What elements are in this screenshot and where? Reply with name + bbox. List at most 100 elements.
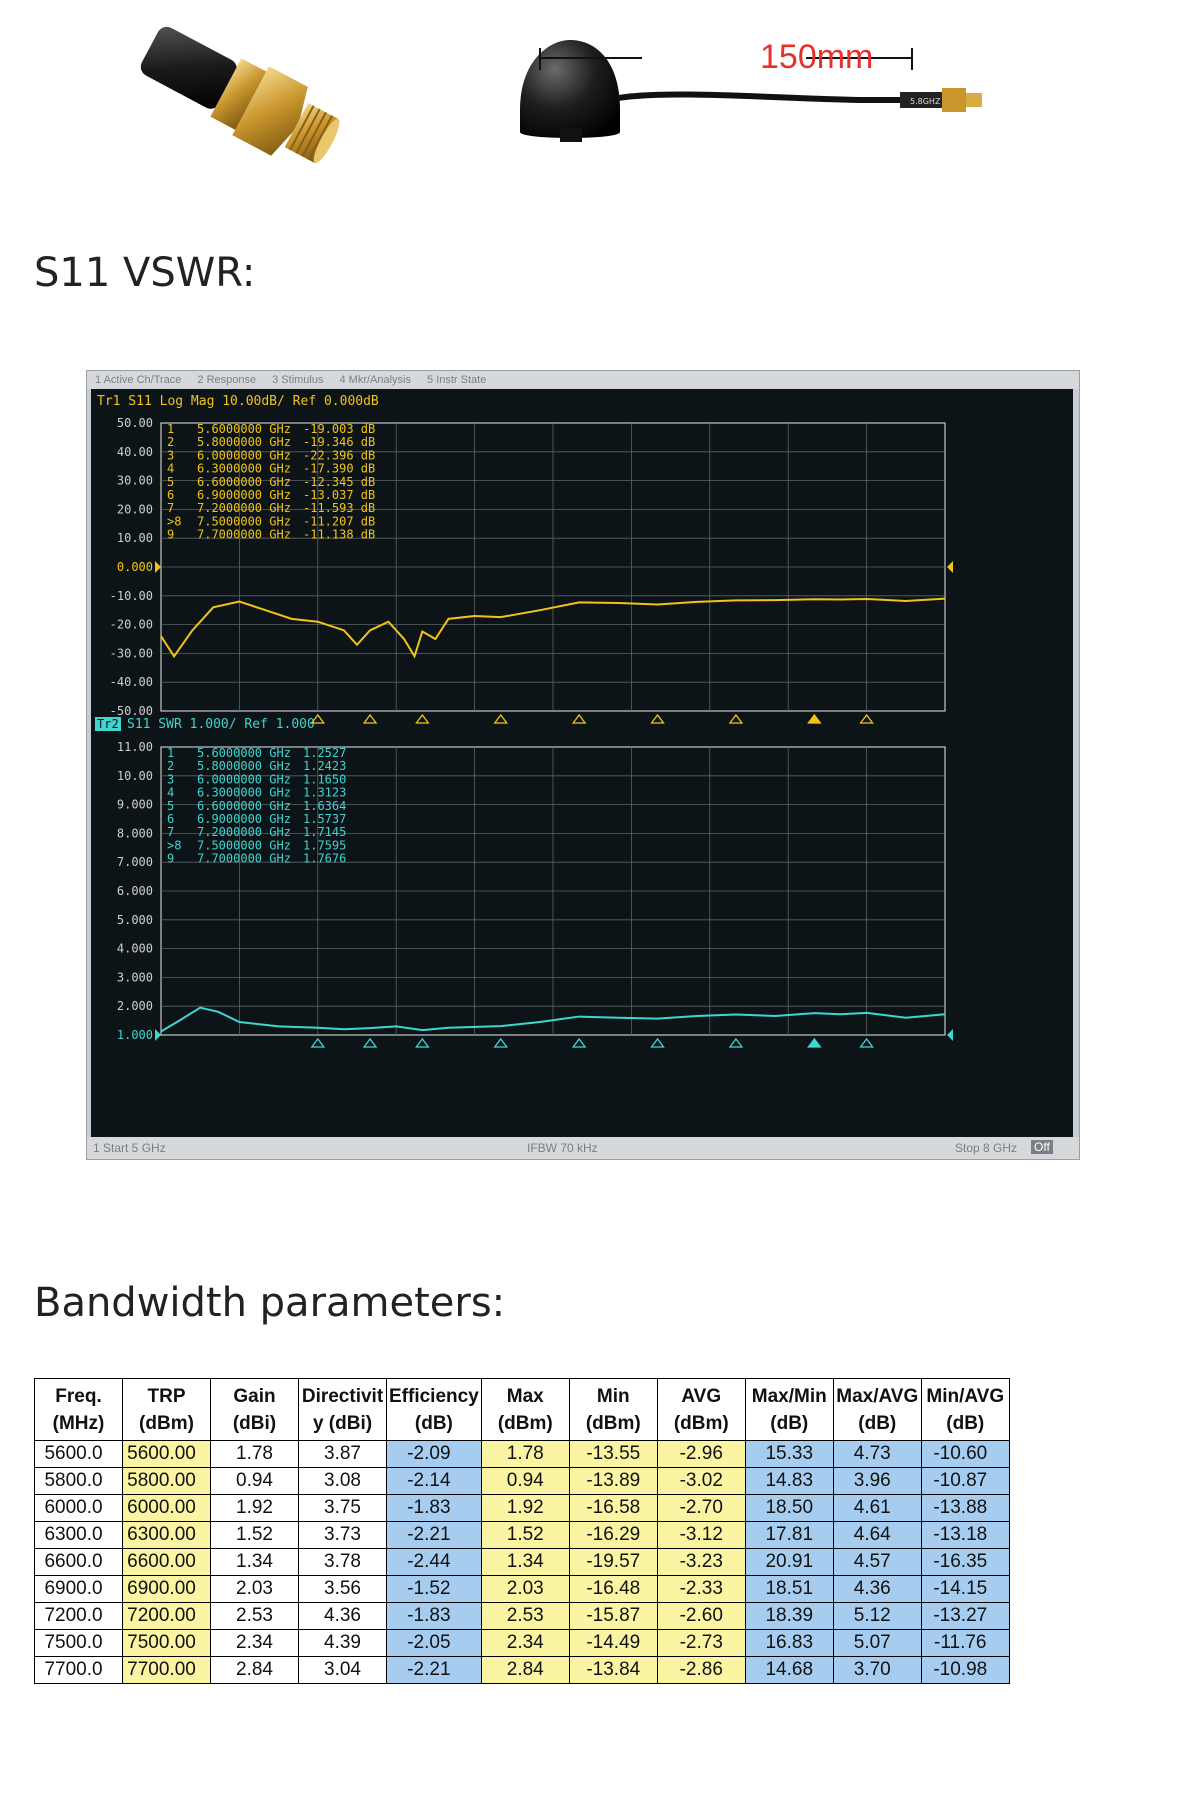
table-cell: 4.36 (298, 1602, 387, 1630)
status-off: Off (1031, 1140, 1053, 1154)
table-header-line: (dB) (770, 1412, 809, 1434)
table-cell: -2.14 (386, 1467, 482, 1495)
table-header-cell: Gain (dBi) (210, 1378, 299, 1441)
table-cell: 2.34 (480, 1629, 570, 1657)
status-stop: Stop 8 GHz (955, 1141, 1018, 1155)
table-cell: 5800.0 (34, 1467, 123, 1495)
table-row: 7200.0 7200.00 2.53 4.36 -1.83 2.53 -15.87 -2.6… (34, 1602, 1010, 1630)
table-cell: -2.96 (656, 1440, 746, 1468)
table-header-line: y (dBi) (312, 1412, 373, 1434)
marker1-value: -17.390 dB (303, 462, 375, 476)
table-header-cell: Directivit y (dBi) (298, 1378, 387, 1441)
table-cell: 5.12 (832, 1602, 922, 1630)
marker1-value: -12.345 dB (303, 475, 375, 489)
table-cell: 2.03 (210, 1575, 299, 1603)
marker1-triangle (310, 713, 326, 724)
table-cell: 5600.00 (122, 1440, 211, 1468)
table-cell: -10.60 (920, 1440, 1010, 1468)
table-header-line: (MHz) (52, 1412, 105, 1434)
table-cell: 2.53 (480, 1602, 570, 1630)
marker2-freq: 6.9000000 GHz (197, 812, 291, 826)
y1-tick-label: 50.00 (117, 416, 153, 430)
y1-tick-label: -50.00 (110, 704, 153, 718)
marker1-value: -11.593 dB (303, 501, 375, 515)
vna-screenshot: 1 Active Ch/Trace 2 Response 3 Stimulus 4 M… (86, 370, 1080, 1160)
table-cell: 1.78 (210, 1440, 299, 1468)
marker1-number: >8 (167, 514, 181, 528)
table-cell: -3.02 (656, 1467, 746, 1495)
y2-tick-label: 9.000 (117, 798, 153, 812)
table-cell: 3.75 (298, 1494, 387, 1522)
table-cell: 4.39 (298, 1629, 387, 1657)
table-header-line: (dB) (858, 1412, 897, 1434)
table-cell: -14.49 (568, 1629, 658, 1657)
vna-menu-item: 3 Stimulus (272, 374, 324, 386)
table-header-line: (dBm) (497, 1412, 553, 1434)
y1-tick-label: 10.00 (117, 531, 153, 545)
table-header-line: Max (506, 1385, 544, 1407)
table-cell: -16.35 (920, 1548, 1010, 1576)
marker1-triangle (859, 713, 874, 724)
table-cell: -3.23 (656, 1548, 746, 1576)
table-header-cell: Freq. (MHz) (34, 1378, 123, 1441)
marker2-number: 5 (167, 799, 174, 813)
table-header-cell: Min (dBm) (568, 1378, 658, 1441)
mushroom-antenna-image: 5.8GHZ (520, 40, 982, 142)
table-cell: 3.73 (298, 1521, 387, 1549)
table-header-line: (dB) (414, 1412, 453, 1434)
table-header-line: Efficiency (389, 1385, 479, 1407)
table-header-line: Min/AVG (926, 1385, 1005, 1407)
table-cell: -13.89 (568, 1467, 658, 1495)
marker2-number: 3 (167, 772, 174, 786)
table-cell: 1.78 (480, 1440, 570, 1468)
table-cell: -13.18 (920, 1521, 1010, 1549)
table-header-cell: AVG (dBm) (656, 1378, 746, 1441)
table-row: 7500.0 7500.00 2.34 4.39 -2.05 2.34 -14.49 -2.7… (34, 1629, 1010, 1657)
marker2-value: 1.6364 (303, 799, 346, 813)
table-cell: 5.07 (832, 1629, 922, 1657)
bandwidth-table: Freq. (MHz) TRP (dBm) Gain (dBi) Directivit y (… (34, 1378, 1010, 1684)
table-cell: 1.34 (210, 1548, 299, 1576)
vna-display: Tr1 S11 Log Mag 10.00dB/ Ref 0.000dB50.0… (91, 389, 1073, 1137)
y1-tick-label: -20.00 (110, 618, 153, 632)
table-cell: 6900.00 (122, 1575, 211, 1603)
ref-marker-left (155, 561, 161, 573)
table-cell: -1.52 (386, 1575, 482, 1603)
marker2-number: 6 (167, 812, 174, 826)
table-cell: 5800.00 (122, 1467, 211, 1495)
table-cell: -2.70 (656, 1494, 746, 1522)
table-cell: -2.33 (656, 1575, 746, 1603)
y2-tick-label: 5.000 (117, 913, 153, 927)
y1-tick-label: 40.00 (117, 445, 153, 459)
marker2-value: 1.2423 (303, 759, 346, 773)
table-cell: 5600.0 (34, 1440, 123, 1468)
marker1-number: 6 (167, 488, 174, 502)
table-cell: 4.61 (832, 1494, 922, 1522)
table-header-line: Freq. (55, 1385, 102, 1407)
marker1-value: -19.346 dB (303, 435, 375, 449)
table-header-row: Freq. (MHz) TRP (dBm) Gain (dBi) Directivit y (… (34, 1378, 1010, 1441)
table-row: 6300.0 6300.00 1.52 3.73 -2.21 1.52 -16.29 -3.1… (34, 1521, 1010, 1549)
table-cell: -10.87 (920, 1467, 1010, 1495)
marker1-freq: 7.5000000 GHz (197, 514, 291, 528)
marker1-number: 4 (167, 462, 174, 476)
table-body: 5600.0 5600.00 1.78 3.87 -2.09 1.78 -13.55 -2.9… (34, 1440, 1010, 1684)
table-header-line: Min (596, 1385, 630, 1407)
marker2-value: 1.7145 (303, 825, 346, 839)
table-cell: 3.96 (832, 1467, 922, 1495)
marker2-freq: 5.8000000 GHz (197, 759, 291, 773)
marker2-number: 7 (167, 825, 174, 839)
table-header-line: AVG (681, 1385, 722, 1407)
marker1-triangle (650, 713, 665, 724)
y2-tick-label: 10.00 (117, 769, 153, 783)
table-header-line: (dBi) (232, 1412, 277, 1434)
table-cell: -16.48 (568, 1575, 658, 1603)
y2-tick-label: 8.000 (117, 826, 153, 840)
y2-tick-label: 11.00 (117, 740, 153, 754)
table-cell: -2.60 (656, 1602, 746, 1630)
marker2-freq: 7.5000000 GHz (197, 838, 291, 852)
table-cell: 18.39 (744, 1602, 834, 1630)
table-cell: 1.52 (210, 1521, 299, 1549)
table-cell: -2.09 (386, 1440, 482, 1468)
table-cell: -15.87 (568, 1602, 658, 1630)
